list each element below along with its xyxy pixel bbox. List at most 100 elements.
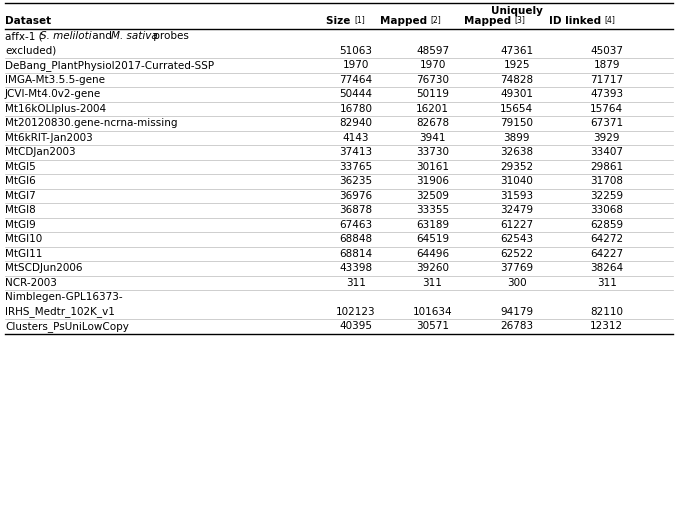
Text: 79150: 79150: [500, 118, 533, 128]
Text: 36235: 36235: [340, 176, 372, 186]
Text: 43398: 43398: [340, 263, 372, 273]
Text: 37769: 37769: [500, 263, 533, 273]
Text: 38264: 38264: [591, 263, 623, 273]
Text: 31040: 31040: [500, 176, 533, 186]
Text: 62522: 62522: [500, 249, 533, 259]
Text: MtGI9: MtGI9: [5, 220, 36, 230]
Text: 16780: 16780: [340, 104, 372, 114]
Text: 31906: 31906: [416, 176, 449, 186]
Text: 68848: 68848: [340, 234, 372, 244]
Text: [1]: [1]: [354, 15, 365, 24]
Text: [2]: [2]: [431, 15, 441, 24]
Text: 63189: 63189: [416, 220, 449, 230]
Text: 62859: 62859: [591, 220, 623, 230]
Text: 33355: 33355: [416, 205, 449, 215]
Text: 77464: 77464: [340, 75, 372, 85]
Text: 48597: 48597: [416, 46, 449, 56]
Text: 67463: 67463: [340, 220, 372, 230]
Text: Mt6kRIT-Jan2003: Mt6kRIT-Jan2003: [5, 133, 93, 143]
Text: 311: 311: [422, 278, 443, 288]
Text: Mapped: Mapped: [380, 16, 431, 26]
Text: ID linked: ID linked: [549, 16, 605, 26]
Text: excluded): excluded): [5, 46, 56, 56]
Text: 26783: 26783: [500, 321, 533, 331]
Text: Uniquely: Uniquely: [491, 6, 542, 16]
Text: 311: 311: [597, 278, 617, 288]
Text: 68814: 68814: [340, 249, 372, 259]
Text: 30161: 30161: [416, 162, 449, 172]
Text: 32259: 32259: [591, 190, 623, 201]
Text: 64227: 64227: [591, 249, 623, 259]
Text: 33730: 33730: [416, 147, 449, 157]
Text: 45037: 45037: [591, 46, 623, 56]
Text: MtGI8: MtGI8: [5, 205, 36, 215]
Text: 50444: 50444: [340, 89, 372, 99]
Text: Mt20120830.gene-ncrna-missing: Mt20120830.gene-ncrna-missing: [5, 118, 178, 128]
Text: MtSCDJun2006: MtSCDJun2006: [5, 263, 83, 273]
Text: 82940: 82940: [340, 118, 372, 128]
Text: 1879: 1879: [593, 60, 620, 70]
Text: 31593: 31593: [500, 190, 533, 201]
Text: MtGI7: MtGI7: [5, 190, 36, 201]
Text: IMGA-Mt3.5.5-gene: IMGA-Mt3.5.5-gene: [5, 75, 105, 85]
Text: [4]: [4]: [605, 15, 616, 24]
Text: Mt16kOLIplus-2004: Mt16kOLIplus-2004: [5, 104, 106, 114]
Text: 64519: 64519: [416, 234, 449, 244]
Text: 71717: 71717: [591, 75, 623, 85]
Text: Mapped: Mapped: [464, 16, 515, 26]
Text: 64272: 64272: [591, 234, 623, 244]
Text: 29861: 29861: [591, 162, 623, 172]
Text: MtCDJan2003: MtCDJan2003: [5, 147, 76, 157]
Text: 40395: 40395: [340, 321, 372, 331]
Text: 47361: 47361: [500, 46, 533, 56]
Text: 37413: 37413: [340, 147, 372, 157]
Text: NCR-2003: NCR-2003: [5, 278, 57, 288]
Text: 82678: 82678: [416, 118, 449, 128]
Text: 67371: 67371: [591, 118, 623, 128]
Text: 32479: 32479: [500, 205, 533, 215]
Text: M. sativa: M. sativa: [111, 31, 157, 41]
Text: 1925: 1925: [503, 60, 530, 70]
Text: Size: Size: [326, 16, 354, 26]
Text: Nimblegen-GPL16373-: Nimblegen-GPL16373-: [5, 292, 123, 302]
Text: 49301: 49301: [500, 89, 533, 99]
Text: 50119: 50119: [416, 89, 449, 99]
Text: 33407: 33407: [591, 147, 623, 157]
Text: 36878: 36878: [340, 205, 372, 215]
Text: MtGI11: MtGI11: [5, 249, 42, 259]
Text: 101634: 101634: [413, 307, 452, 317]
Text: 15654: 15654: [500, 104, 533, 114]
Text: 3941: 3941: [419, 133, 446, 143]
Text: 64496: 64496: [416, 249, 449, 259]
Text: DeBang_PlantPhysiol2017-Currated-SSP: DeBang_PlantPhysiol2017-Currated-SSP: [5, 60, 214, 71]
Text: 31708: 31708: [591, 176, 623, 186]
Text: 76730: 76730: [416, 75, 449, 85]
Text: 4143: 4143: [342, 133, 370, 143]
Text: probes: probes: [151, 31, 189, 41]
Text: 3929: 3929: [593, 133, 620, 143]
Text: 1970: 1970: [343, 60, 369, 70]
Text: 15764: 15764: [591, 104, 623, 114]
Text: 61227: 61227: [500, 220, 533, 230]
Text: 33765: 33765: [340, 162, 372, 172]
Text: 300: 300: [507, 278, 526, 288]
Text: 36976: 36976: [340, 190, 372, 201]
Text: 62543: 62543: [500, 234, 533, 244]
Text: 94179: 94179: [500, 307, 533, 317]
Text: 51063: 51063: [340, 46, 372, 56]
Text: 32509: 32509: [416, 190, 449, 201]
Text: 29352: 29352: [500, 162, 533, 172]
Text: 12312: 12312: [591, 321, 623, 331]
Text: 102123: 102123: [336, 307, 376, 317]
Text: 30571: 30571: [416, 321, 449, 331]
Text: MtGI6: MtGI6: [5, 176, 36, 186]
Text: S. meliloti: S. meliloti: [40, 31, 92, 41]
Text: [3]: [3]: [515, 15, 525, 24]
Text: and: and: [89, 31, 115, 41]
Text: affx-1 (: affx-1 (: [5, 31, 43, 41]
Text: 82110: 82110: [591, 307, 623, 317]
Text: 47393: 47393: [591, 89, 623, 99]
Text: MtGI5: MtGI5: [5, 162, 36, 172]
Text: 1970: 1970: [420, 60, 445, 70]
Text: MtGI10: MtGI10: [5, 234, 42, 244]
